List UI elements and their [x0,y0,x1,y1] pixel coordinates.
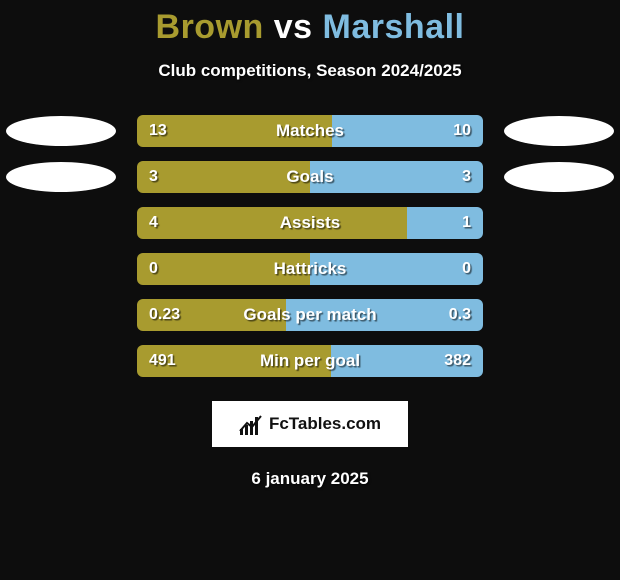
bar-segment-left [137,253,310,285]
player2-name: Marshall [323,8,465,46]
logo-box: FcTables.com [212,401,408,447]
stat-bar: 491382Min per goal [137,345,483,377]
left-ellipse [6,116,116,146]
stat-row: 0.230.3Goals per match [0,299,620,331]
bar-segment-right [407,207,483,239]
right-ellipse [504,162,614,192]
stat-row: 00Hattricks [0,253,620,285]
logo-text: FcTables.com [269,414,381,434]
stat-row: 33Goals [0,161,620,193]
stat-value-right: 1 [462,207,471,239]
player1-name: Brown [156,8,264,46]
bar-segment-left [137,161,310,193]
bar-segment-left [137,207,407,239]
stat-bar: 00Hattricks [137,253,483,285]
bar-segment-right [310,161,483,193]
stat-value-left: 4 [149,207,158,239]
stat-bar: 1310Matches [137,115,483,147]
left-ellipse [6,162,116,192]
stat-bar: 0.230.3Goals per match [137,299,483,331]
bar-segment-right [310,253,483,285]
stat-value-right: 3 [462,161,471,193]
stat-row: 491382Min per goal [0,345,620,377]
stat-value-right: 382 [444,345,471,377]
title-vs: vs [264,8,323,46]
stat-value-left: 13 [149,115,167,147]
page-title: Brown vs Marshall [0,8,620,47]
stat-value-left: 491 [149,345,176,377]
right-ellipse [504,116,614,146]
stat-value-left: 0.23 [149,299,180,331]
stat-rows: 1310Matches33Goals41Assists00Hattricks0.… [0,115,620,377]
stat-row: 1310Matches [0,115,620,147]
stat-value-left: 0 [149,253,158,285]
stat-value-right: 0 [462,253,471,285]
stat-value-left: 3 [149,161,158,193]
stat-bar: 33Goals [137,161,483,193]
comparison-card: Brown vs Marshall Club competitions, Sea… [0,0,620,580]
stat-bar: 41Assists [137,207,483,239]
date-label: 6 january 2025 [0,469,620,489]
subtitle: Club competitions, Season 2024/2025 [0,61,620,81]
stat-value-right: 10 [453,115,471,147]
stat-row: 41Assists [0,207,620,239]
stat-value-right: 0.3 [449,299,471,331]
fctables-logo-icon [239,413,263,435]
